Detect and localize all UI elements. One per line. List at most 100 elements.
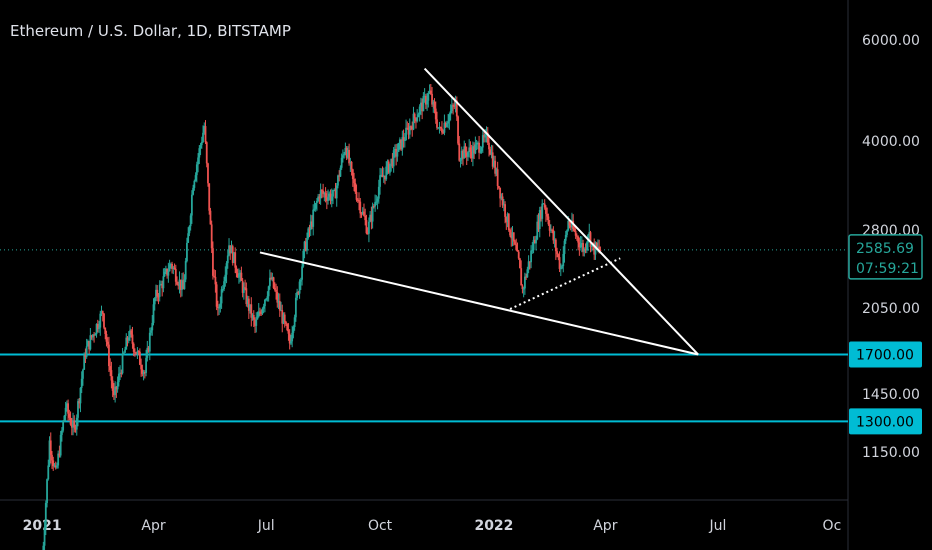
- candle-body: [207, 163, 209, 184]
- candle-body: [266, 296, 269, 299]
- candle-body: [210, 224, 213, 249]
- candle-body: [333, 189, 336, 191]
- candle-body: [497, 185, 500, 188]
- candle-body: [96, 323, 99, 329]
- candle-body: [79, 387, 82, 404]
- lower-wedge-line[interactable]: [259, 251, 699, 356]
- candle-body: [537, 221, 540, 230]
- candle-body: [145, 357, 147, 373]
- candle-body: [93, 334, 95, 336]
- candle-body: [256, 316, 259, 320]
- candle-body: [502, 204, 505, 206]
- candle-body: [402, 137, 405, 142]
- candle-body: [406, 127, 409, 129]
- candle-body: [95, 323, 98, 335]
- candle-body: [140, 364, 143, 370]
- candle-body: [231, 246, 234, 263]
- candle-body: [176, 281, 178, 285]
- candle-body: [396, 151, 399, 157]
- candle-body: [182, 280, 185, 290]
- candle-body: [365, 220, 368, 234]
- candle-body: [339, 167, 342, 177]
- candle-body: [533, 239, 536, 244]
- candle-body: [338, 175, 341, 177]
- candle-body: [230, 246, 233, 254]
- candle-body: [90, 335, 93, 338]
- candle-body: [349, 161, 352, 164]
- candle-body: [526, 269, 529, 278]
- candle-body: [204, 126, 207, 143]
- candle-body: [458, 143, 461, 161]
- candle-body: [108, 344, 110, 367]
- candle-body: [226, 255, 229, 264]
- candle-body: [348, 149, 351, 164]
- candle-body: [64, 407, 67, 416]
- candle-body: [221, 288, 224, 290]
- candle-body: [584, 249, 587, 251]
- candle-body: [292, 326, 295, 333]
- candle-body: [557, 254, 560, 258]
- candle-body: [98, 327, 100, 329]
- candle-body: [197, 157, 199, 165]
- candle-body: [213, 275, 216, 277]
- candle-body: [416, 117, 419, 122]
- candle-body: [496, 169, 499, 186]
- candle-body: [262, 306, 265, 309]
- candle-body: [311, 221, 313, 227]
- x-tick-label: Oct: [368, 518, 393, 534]
- candle-body: [488, 142, 490, 150]
- candle-body: [452, 105, 454, 107]
- support-dotted-line[interactable]: [509, 257, 621, 310]
- candle-body: [578, 242, 581, 248]
- candle-body: [343, 154, 346, 156]
- candle-body: [74, 427, 77, 430]
- candle-body: [124, 349, 126, 353]
- candle-body: [546, 213, 549, 217]
- candle-body: [218, 307, 221, 309]
- candle-body: [282, 314, 285, 324]
- x-tick-label: Apr: [141, 518, 165, 534]
- candle-body: [454, 100, 457, 107]
- candle-body: [423, 95, 426, 97]
- candle-body: [410, 126, 412, 128]
- candle-body: [556, 251, 558, 255]
- candle-body: [384, 175, 386, 180]
- candle-body: [43, 528, 46, 546]
- candle-body: [504, 204, 506, 217]
- candle-body: [257, 311, 260, 317]
- candle-body: [290, 341, 292, 344]
- candle-body: [264, 299, 266, 307]
- candle-body: [568, 220, 571, 226]
- candle-body: [391, 158, 394, 167]
- candle-body: [356, 199, 359, 201]
- candle-body: [183, 279, 186, 290]
- candle-body: [319, 190, 322, 199]
- candle-body: [288, 333, 291, 344]
- candle-body: [316, 200, 318, 204]
- candle-body: [132, 343, 135, 352]
- candle-body: [476, 142, 479, 144]
- candle-body: [229, 245, 232, 254]
- upper-wedge-line[interactable]: [423, 67, 699, 356]
- candle-body: [168, 264, 171, 272]
- candle-body: [143, 372, 146, 374]
- candle-body: [499, 187, 502, 199]
- candle-body: [455, 100, 458, 117]
- candle-body: [376, 198, 379, 202]
- candle-body: [161, 283, 164, 289]
- candle-body: [167, 271, 170, 276]
- candle-body: [562, 253, 565, 267]
- candle-body: [216, 306, 219, 308]
- candle-body: [105, 333, 108, 342]
- candle-body: [542, 203, 545, 205]
- candle-body: [212, 248, 214, 276]
- candle-body: [317, 196, 320, 201]
- candle-body: [254, 319, 256, 326]
- candle-body: [314, 203, 317, 209]
- candle-body: [342, 155, 344, 158]
- candle-body: [298, 281, 301, 294]
- candle-body: [480, 147, 483, 152]
- y-tick-label: 1450.00: [862, 387, 920, 403]
- candle-body: [65, 403, 68, 408]
